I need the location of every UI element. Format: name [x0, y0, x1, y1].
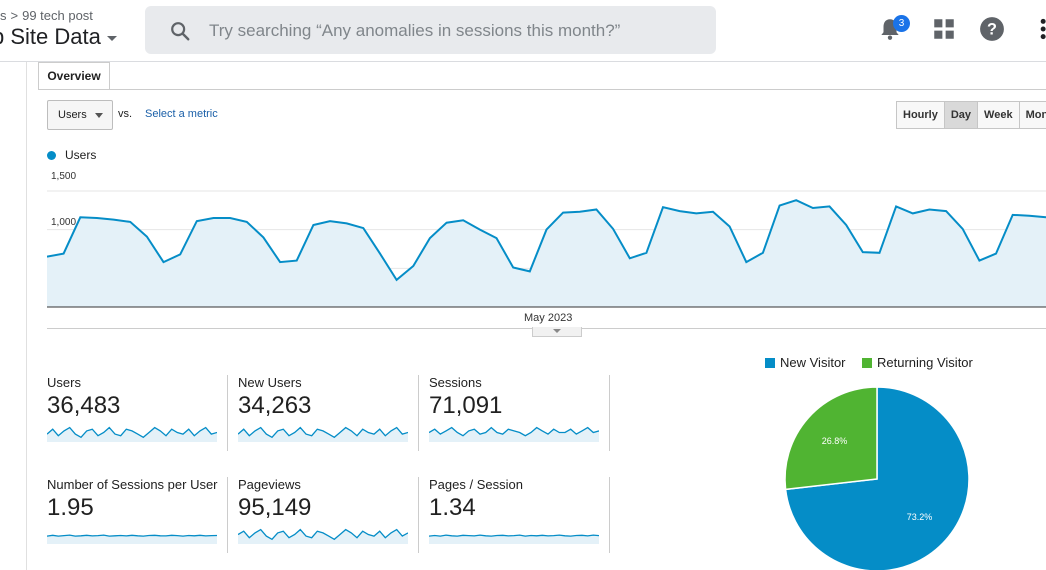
sparkline-fill	[47, 427, 217, 442]
y-tick-label: 1,500	[51, 171, 77, 182]
metric-value: 36,483	[47, 392, 121, 419]
card-divider	[609, 375, 610, 451]
card-divider	[418, 375, 419, 451]
sparkline-fill	[429, 535, 599, 544]
caret-down-icon	[95, 113, 103, 118]
users-line-chart[interactable]	[47, 160, 1046, 312]
week-button[interactable]: Week	[977, 101, 1020, 129]
svg-text:?: ?	[987, 20, 997, 38]
metric-card-users[interactable]: Users 36,483	[46, 375, 227, 451]
sparkline-line	[428, 426, 600, 437]
pie-slice-returning-visitor[interactable]	[784, 386, 878, 491]
metric-value: 95,149	[238, 494, 312, 521]
sparkline-line	[237, 528, 409, 541]
sparkline	[46, 426, 218, 442]
sparkline-fill	[238, 529, 408, 544]
tab-divider	[38, 89, 1046, 90]
metric-label: Pages / Session	[429, 477, 523, 492]
more-vert-icon[interactable]	[1028, 16, 1046, 42]
sparkline	[237, 426, 409, 442]
sparkline-line	[237, 426, 409, 439]
metric-card-new-users[interactable]: New Users 34,263	[237, 375, 418, 451]
card-divider	[227, 375, 228, 451]
select-metric-link[interactable]: Select a metric	[145, 108, 218, 120]
search-icon	[171, 22, 190, 41]
day-button[interactable]: Day	[943, 101, 979, 129]
legend-swatch	[765, 358, 775, 368]
legend-dot	[47, 151, 56, 161]
metric-value: 1.95	[47, 494, 94, 521]
metric-label: New Users	[238, 375, 302, 390]
property-selector[interactable]: b Site Data	[0, 24, 117, 50]
sparkline-fill	[238, 427, 408, 442]
sparkline	[46, 534, 218, 544]
metric-card-pageviews[interactable]: Pageviews 95,149	[237, 477, 418, 553]
area-fill	[47, 200, 1046, 307]
x-axis-label: May 2023	[524, 312, 573, 324]
caret-down-icon	[106, 35, 117, 41]
metric-card-sessions[interactable]: Sessions 71,091	[428, 375, 609, 451]
legend-swatch	[862, 358, 872, 368]
metric-label: Number of Sessions per User	[47, 477, 218, 492]
metric-dropdown[interactable]: Users	[47, 100, 113, 130]
search-bar[interactable]: Try searching “Any anomalies in sessions…	[145, 6, 716, 54]
header-divider	[0, 61, 1046, 62]
card-divider	[609, 477, 610, 553]
metric-card-pages-per-session[interactable]: Pages / Session 1.34	[428, 477, 609, 553]
metric-label: Sessions	[429, 375, 482, 390]
y-tick-label: 1,000	[51, 217, 77, 228]
sparkline-line	[46, 534, 218, 537]
search-placeholder: Try searching “Any anomalies in sessions…	[209, 21, 621, 40]
pie-legend-new-visitor[interactable]: New Visitor	[765, 355, 846, 370]
sparkline-line	[428, 534, 600, 537]
visitor-pie-chart[interactable]: 73.2% 26.8%	[770, 380, 980, 570]
chevron-right-icon: >	[10, 8, 19, 23]
tab-overview[interactable]: Overview	[38, 62, 110, 90]
legend-label: Returning Visitor	[877, 355, 973, 370]
card-divider	[227, 477, 228, 553]
pie-value-label: 73.2%	[907, 512, 933, 522]
breadcrumb-item[interactable]: 99 tech post	[22, 8, 93, 23]
help-icon[interactable]: ?	[979, 16, 1005, 42]
pie-legend-returning-visitor[interactable]: Returning Visitor	[862, 355, 973, 370]
chart-legend[interactable]: Users	[47, 148, 96, 162]
metric-label: Pageviews	[238, 477, 301, 492]
metric-card-sessions-per-user[interactable]: Number of Sessions per User 1.95	[46, 477, 227, 553]
month-button[interactable]: Mon	[1018, 101, 1046, 129]
notification-badge: 3	[893, 15, 910, 32]
metric-value: 1.34	[429, 494, 476, 521]
card-divider	[418, 477, 419, 553]
vs-label: vs.	[118, 108, 133, 120]
breadcrumb-item[interactable]: s	[0, 8, 7, 23]
breadcrumb: s >99 tech post	[0, 8, 93, 23]
sparkline	[428, 534, 600, 544]
legend-label: Users	[65, 148, 97, 162]
pie-value-label: 26.8%	[822, 436, 848, 446]
sparkline	[237, 528, 409, 544]
sparkline	[428, 426, 600, 442]
sparkline-fill	[47, 535, 217, 544]
caret-down-icon	[553, 329, 561, 333]
series-line-users	[47, 199, 1046, 282]
hourly-button[interactable]: Hourly	[896, 101, 945, 129]
left-sidebar-edge	[0, 62, 27, 570]
sparkline-line	[46, 426, 218, 439]
metric-dropdown-label: Users	[58, 109, 87, 121]
apps-grid-icon[interactable]	[931, 16, 957, 42]
granularity-toggle: Hourly Day Week Mon	[896, 101, 1046, 129]
metric-label: Users	[47, 375, 81, 390]
property-name: b Site Data	[0, 24, 101, 49]
metric-value: 34,263	[238, 392, 312, 419]
legend-label: New Visitor	[780, 355, 846, 370]
metric-value: 71,091	[429, 392, 503, 419]
collapse-handle[interactable]	[532, 327, 582, 337]
